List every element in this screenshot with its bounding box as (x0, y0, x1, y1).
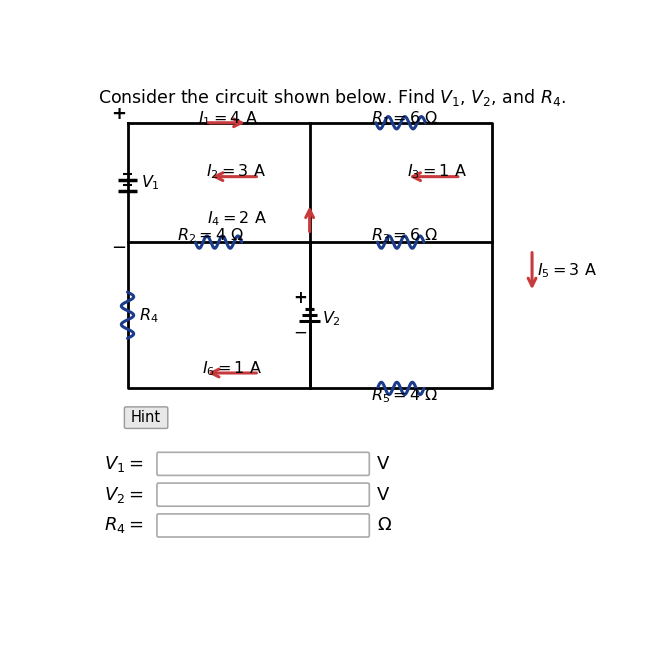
Text: $I_5 = 3$ A: $I_5 = 3$ A (537, 261, 597, 280)
Text: $I_1 = 4$ A: $I_1 = 4$ A (198, 109, 259, 127)
Text: $\Omega$: $\Omega$ (377, 517, 392, 535)
Text: $R_4$: $R_4$ (139, 306, 159, 324)
FancyBboxPatch shape (157, 452, 369, 476)
Text: $V_2 =$: $V_2 =$ (104, 484, 144, 505)
Text: −: − (111, 239, 126, 257)
Text: $I_2 = 3$ A: $I_2 = 3$ A (206, 163, 266, 182)
Text: $R_3 = 6\ \Omega$: $R_3 = 6\ \Omega$ (371, 226, 438, 245)
Text: $I_6 = 1$ A: $I_6 = 1$ A (202, 359, 262, 378)
Text: $V_1 =$: $V_1 =$ (104, 454, 144, 474)
Text: Hint: Hint (131, 410, 161, 425)
Text: Consider the circuit shown below. Find $V_1$, $V_2$, and $R_4$.: Consider the circuit shown below. Find $… (98, 86, 566, 108)
Text: +: + (111, 105, 126, 123)
Text: $V_2$: $V_2$ (322, 310, 341, 328)
Text: $R_4 =$: $R_4 =$ (104, 515, 144, 535)
FancyBboxPatch shape (157, 483, 369, 507)
Text: V: V (377, 486, 389, 504)
Text: $R_1 = 6\ \Omega$: $R_1 = 6\ \Omega$ (371, 109, 438, 127)
Text: +: + (294, 289, 307, 308)
Text: $R_2 = 4\ \Omega$: $R_2 = 4\ \Omega$ (177, 226, 244, 245)
Text: V: V (377, 455, 389, 473)
Text: $I_3 = 1$ A: $I_3 = 1$ A (408, 163, 467, 182)
Text: $R_5 = 4\ \Omega$: $R_5 = 4\ \Omega$ (371, 387, 438, 405)
Text: −: − (294, 323, 307, 341)
FancyBboxPatch shape (124, 407, 168, 428)
FancyBboxPatch shape (157, 514, 369, 537)
Text: $V_1$: $V_1$ (141, 173, 160, 192)
Text: $I_4 = 2$ A: $I_4 = 2$ A (207, 210, 267, 228)
